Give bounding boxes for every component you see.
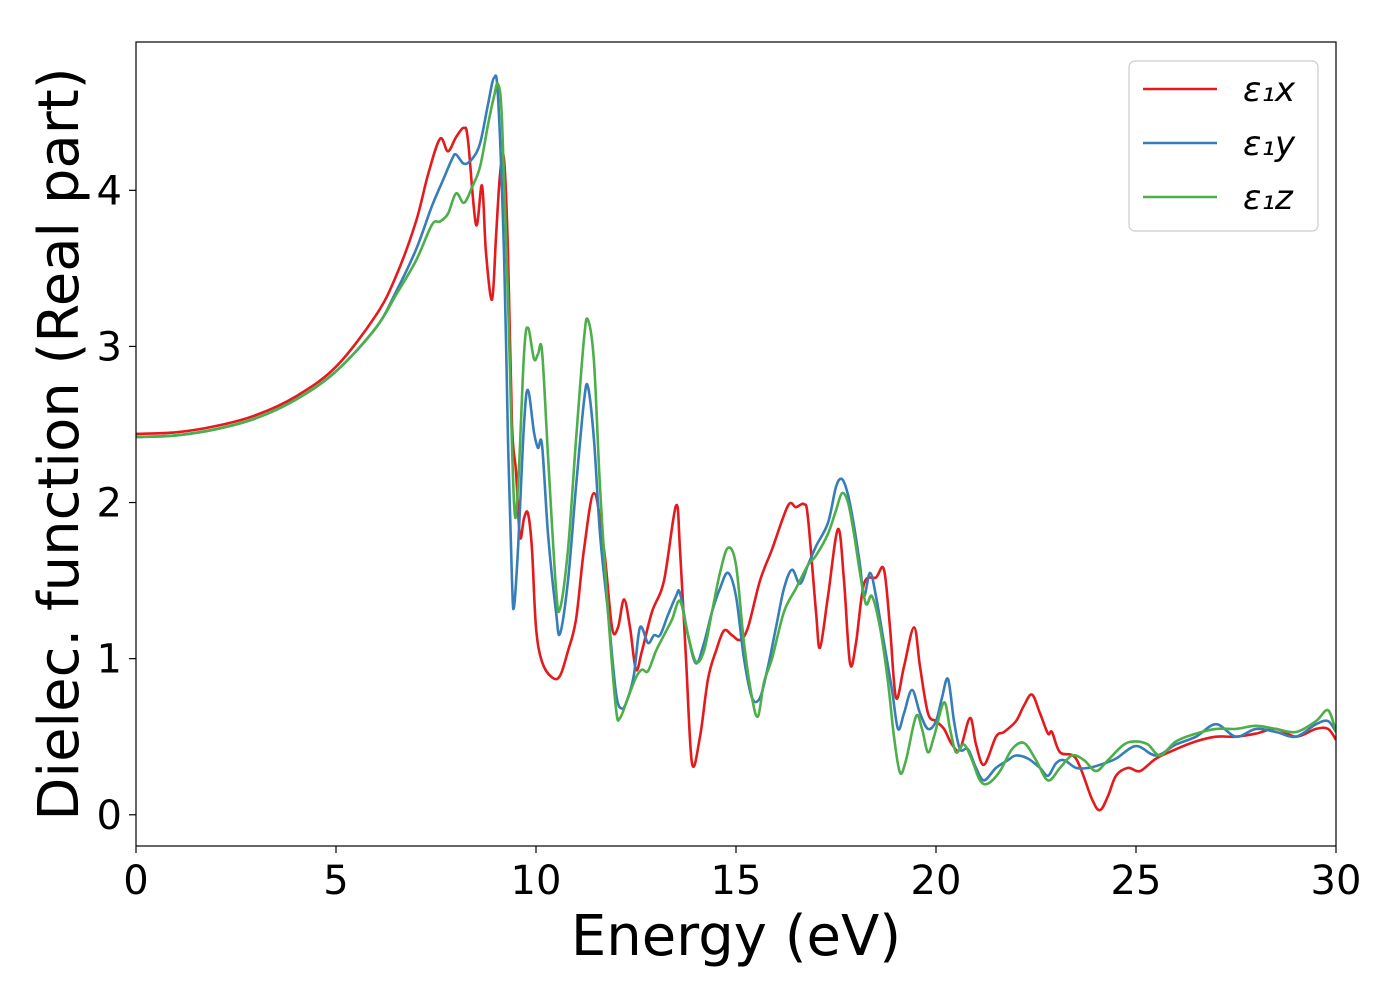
series-line-2	[136, 74, 1336, 782]
series-layer	[136, 74, 1336, 812]
series-line-3	[136, 82, 1336, 786]
series-line-1	[136, 126, 1336, 812]
y-tick-label: 1	[97, 637, 122, 683]
x-tick-label: 30	[1311, 858, 1362, 904]
y-tick-label: 4	[97, 168, 122, 214]
y-tick-label: 2	[97, 481, 122, 527]
y-tick-label: 0	[97, 793, 122, 839]
x-tick-label: 5	[323, 858, 348, 904]
x-axis-title: Energy (eV)	[571, 904, 901, 969]
y-axis: 0 1 2 3 4	[97, 168, 136, 839]
legend-label-1: ε₁x	[1243, 70, 1296, 110]
x-tick-label: 25	[1111, 858, 1162, 904]
x-tick-label: 10	[511, 858, 562, 904]
x-axis: 0 5 10 15 20 25 30	[123, 846, 1361, 904]
y-tick-label: 3	[97, 324, 122, 370]
y-axis-title: Dielec. function (Real part)	[27, 67, 92, 820]
x-tick-label: 0	[123, 858, 148, 904]
x-tick-label: 15	[711, 858, 762, 904]
legend: ε₁x ε₁y ε₁z	[1128, 60, 1319, 232]
legend-label-3: ε₁z	[1243, 178, 1294, 218]
legend-label-2: ε₁y	[1243, 124, 1296, 164]
x-tick-label: 20	[911, 858, 962, 904]
legend-box	[1128, 60, 1319, 232]
